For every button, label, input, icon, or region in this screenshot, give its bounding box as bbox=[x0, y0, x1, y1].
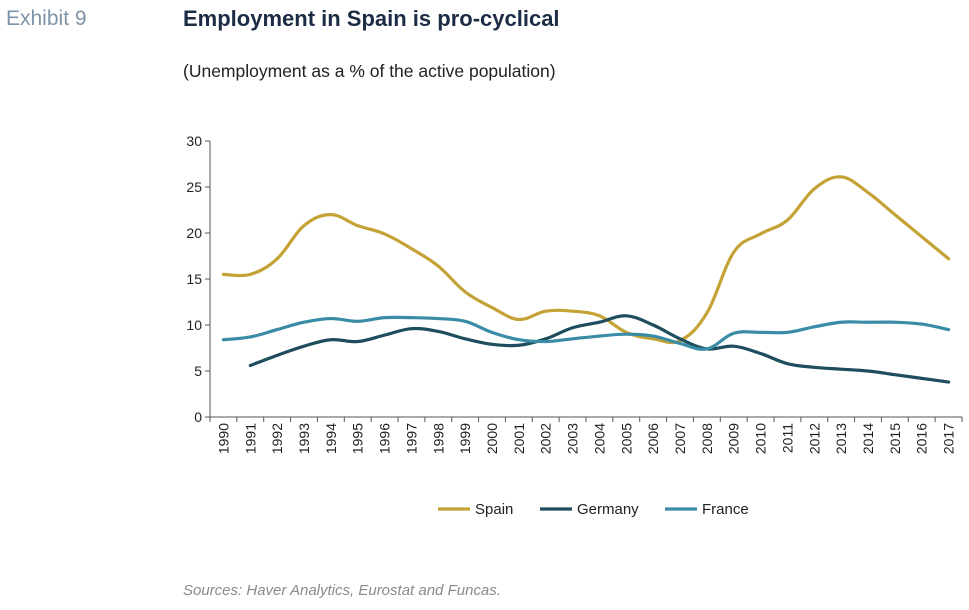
x-tick-label: 2010 bbox=[753, 423, 769, 454]
x-tick-label: 2013 bbox=[833, 423, 849, 454]
x-tick-label: 2001 bbox=[511, 423, 527, 454]
x-tick-label: 2006 bbox=[645, 423, 661, 454]
x-tick-label: 1992 bbox=[269, 423, 285, 454]
x-tick-label: 2005 bbox=[618, 423, 634, 454]
x-tick-label: 2016 bbox=[914, 423, 930, 454]
x-tick-label: 2000 bbox=[484, 423, 500, 454]
y-tick-label: 20 bbox=[186, 225, 202, 241]
y-tick-label: 30 bbox=[186, 133, 202, 149]
x-tick-label: 2003 bbox=[565, 423, 581, 454]
x-tick-label: 1996 bbox=[377, 423, 393, 454]
y-tick-label: 0 bbox=[194, 409, 202, 425]
x-tick-label: 2002 bbox=[538, 423, 554, 454]
chart-subtitle: (Unemployment as a % of the active popul… bbox=[183, 61, 556, 81]
legend-label-germany: Germany bbox=[577, 501, 639, 518]
axes: 0 5 10 15 20 25 30 1990 1991 1992 1993 1994 1995 1996… bbox=[186, 133, 963, 454]
y-tick-label: 10 bbox=[186, 317, 202, 333]
x-tick-label: 1991 bbox=[242, 423, 258, 454]
x-tick-label: 1999 bbox=[457, 423, 473, 454]
source-note: Sources: Haver Analytics, Eurostat and F… bbox=[183, 582, 501, 599]
x-tick-label: 2009 bbox=[726, 423, 742, 454]
series-line-germany bbox=[248, 314, 951, 384]
x-tick-label: 2004 bbox=[591, 423, 607, 454]
y-tick-label: 15 bbox=[186, 271, 202, 287]
x-tick-label: 1993 bbox=[296, 423, 312, 454]
x-tick-label: 1997 bbox=[403, 423, 419, 454]
chart-title: Employment in Spain is pro-cyclical bbox=[183, 6, 560, 31]
series-line-spain bbox=[221, 175, 951, 345]
legend-label-spain: Spain bbox=[475, 501, 513, 518]
x-tick-label: 2017 bbox=[941, 423, 957, 454]
series-line-france bbox=[221, 315, 951, 351]
x-tick-label: 1994 bbox=[323, 423, 339, 454]
legend: Spain Germany France bbox=[438, 501, 749, 518]
legend-label-france: France bbox=[702, 501, 749, 518]
x-tick-label: 2011 bbox=[779, 423, 795, 453]
x-tick-label: 1990 bbox=[215, 423, 231, 454]
series-layer bbox=[221, 175, 951, 384]
y-tick-label: 5 bbox=[194, 363, 202, 379]
x-tick-label: 2007 bbox=[672, 423, 688, 454]
x-tick-label: 1998 bbox=[430, 423, 446, 454]
y-tick-label: 25 bbox=[186, 179, 202, 195]
x-tick-label: 2012 bbox=[806, 423, 822, 454]
x-tick-label: 2014 bbox=[860, 423, 876, 454]
x-tick-label: 2008 bbox=[699, 423, 715, 454]
x-tick-label: 2015 bbox=[887, 423, 903, 454]
x-tick-label: 1995 bbox=[350, 423, 366, 454]
exhibit-label: Exhibit 9 bbox=[6, 7, 87, 30]
